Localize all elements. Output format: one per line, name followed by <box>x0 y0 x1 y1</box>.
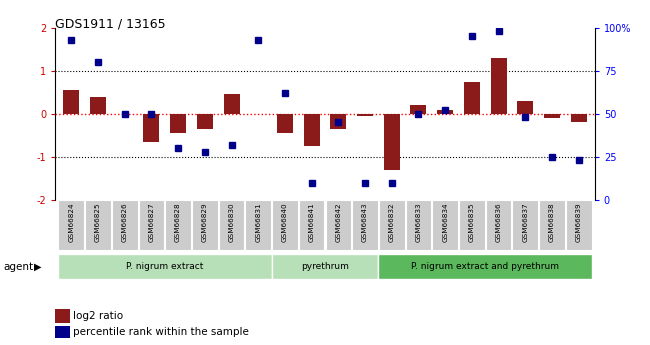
Bar <box>330 114 346 129</box>
Text: log2 ratio: log2 ratio <box>73 311 124 321</box>
Bar <box>437 110 453 114</box>
Text: GSM66824: GSM66824 <box>68 203 74 242</box>
Bar <box>379 200 404 250</box>
Text: GSM66826: GSM66826 <box>122 203 127 242</box>
Bar <box>144 114 159 142</box>
Bar <box>246 200 271 250</box>
Bar <box>406 200 432 250</box>
Text: GSM66833: GSM66833 <box>415 203 421 242</box>
Bar <box>410 105 426 114</box>
Text: pyrethrum: pyrethrum <box>301 262 349 271</box>
Bar <box>272 254 378 279</box>
Bar <box>58 254 272 279</box>
Text: GSM66840: GSM66840 <box>282 203 288 242</box>
Bar <box>304 114 320 146</box>
Bar <box>85 200 111 250</box>
Bar <box>63 90 79 114</box>
Bar <box>384 114 400 170</box>
Text: ▶: ▶ <box>34 262 42 272</box>
Text: GSM66842: GSM66842 <box>335 203 341 242</box>
Text: GSM66836: GSM66836 <box>495 203 502 242</box>
Bar <box>277 114 293 133</box>
Text: GSM66827: GSM66827 <box>148 203 155 242</box>
Text: GDS1911 / 13165: GDS1911 / 13165 <box>55 17 166 30</box>
Bar <box>272 200 298 250</box>
Bar <box>432 200 458 250</box>
Text: GSM66829: GSM66829 <box>202 203 208 242</box>
Text: GSM66831: GSM66831 <box>255 203 261 242</box>
Text: GSM66828: GSM66828 <box>175 203 181 242</box>
Text: percentile rank within the sample: percentile rank within the sample <box>73 327 250 337</box>
Bar <box>58 200 84 250</box>
Bar <box>566 200 592 250</box>
Bar <box>571 114 587 122</box>
Text: GSM66832: GSM66832 <box>389 203 395 242</box>
Bar <box>192 200 218 250</box>
Text: agent: agent <box>3 262 33 272</box>
Bar <box>357 114 373 116</box>
Bar <box>326 200 351 250</box>
Bar <box>512 200 538 250</box>
Bar <box>378 254 592 279</box>
Bar <box>218 200 244 250</box>
Text: GSM66835: GSM66835 <box>469 203 475 242</box>
Text: GSM66841: GSM66841 <box>309 203 315 242</box>
Bar <box>352 200 378 250</box>
Bar <box>170 114 186 133</box>
Text: GSM66837: GSM66837 <box>523 203 528 242</box>
Bar <box>112 200 138 250</box>
Bar <box>544 114 560 118</box>
Text: P. nigrum extract: P. nigrum extract <box>126 262 203 271</box>
Bar <box>517 101 533 114</box>
Bar <box>459 200 485 250</box>
Bar <box>486 200 512 250</box>
Bar <box>464 81 480 114</box>
Text: GSM66825: GSM66825 <box>95 203 101 242</box>
Bar <box>197 114 213 129</box>
Bar <box>90 97 106 114</box>
Bar <box>165 200 191 250</box>
Text: GSM66838: GSM66838 <box>549 203 555 242</box>
Text: GSM66834: GSM66834 <box>442 203 448 242</box>
Bar <box>299 200 324 250</box>
Bar <box>138 200 164 250</box>
Text: GSM66839: GSM66839 <box>576 203 582 242</box>
Bar <box>491 58 506 114</box>
Bar <box>540 200 565 250</box>
Text: P. nigrum extract and pyrethrum: P. nigrum extract and pyrethrum <box>411 262 559 271</box>
Text: GSM66830: GSM66830 <box>229 203 235 242</box>
Bar <box>224 95 240 114</box>
Text: GSM66843: GSM66843 <box>362 203 368 242</box>
